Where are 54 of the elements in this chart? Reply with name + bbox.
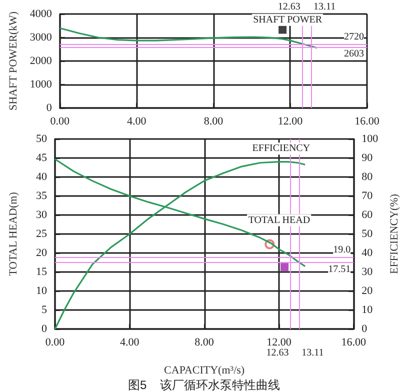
x-tick-label: 16.00 — [341, 336, 366, 348]
x-axis-title: CAPACITY(m³/s) — [164, 364, 245, 376]
y2-tick-label: 100 — [362, 133, 379, 145]
y-tick-label: 10 — [36, 285, 48, 297]
y-tick-label: 30 — [36, 209, 48, 221]
y-tick-label: 50 — [36, 133, 48, 145]
y-tick-label: 35 — [36, 190, 48, 202]
x-tick-label: 16.00 — [354, 116, 380, 128]
y2-tick-label: 30 — [362, 266, 374, 278]
y-tick-label: 25 — [36, 228, 48, 240]
y-tick-label: 45 — [36, 152, 48, 164]
y-axis-title: TOTAL HEAD(m) — [8, 192, 20, 276]
y-tick-label: 3000 — [30, 32, 52, 44]
ref-line-label: 12.63 — [266, 348, 289, 358]
y-tick-label: 15 — [36, 266, 48, 278]
y2-tick-label: 10 — [362, 304, 374, 316]
y-tick-label: 0 — [46, 102, 52, 114]
y-tick-label: 5 — [42, 304, 48, 316]
y2-tick-label: 50 — [362, 228, 374, 240]
y2-tick-label: 80 — [362, 171, 374, 183]
x-tick-label: 4.00 — [120, 336, 140, 348]
x-tick-label: 0.00 — [45, 336, 66, 348]
y-axis-title: SHAFT POWER(kW) — [8, 11, 20, 111]
ref-line-label: 13.11 — [314, 2, 336, 12]
y-tick-label: 40 — [36, 171, 48, 183]
series-label: SHAFT POWER — [253, 14, 322, 26]
x-tick-label: 8.00 — [204, 116, 224, 128]
y-tick-label: 0 — [42, 323, 48, 335]
series-label: TOTAL HEAD — [248, 214, 310, 226]
y-tick-label: 20 — [36, 247, 48, 259]
y-tick-label: 4000 — [30, 8, 52, 20]
y2-tick-label: 60 — [362, 209, 374, 221]
y2-tick-label: 90 — [362, 152, 374, 164]
x-tick-label: 12.00 — [278, 116, 304, 128]
ref-line-label: 2603 — [344, 48, 364, 60]
y-tick-label: 1000 — [30, 78, 52, 90]
ref-line-label: 2720 — [344, 32, 364, 43]
y2-tick-label: 20 — [362, 285, 374, 297]
y2-tick-label: 40 — [362, 247, 374, 259]
line-series — [59, 27, 318, 49]
y2-axis-title: EFFICIENCY(%) — [388, 194, 400, 274]
x-tick-label: 0.00 — [50, 116, 70, 128]
x-tick-label: 12.00 — [266, 336, 292, 348]
ref-line-label: 13.11 — [302, 348, 324, 358]
y2-tick-label: 0 — [362, 323, 368, 335]
x-tick-label: 8.00 — [194, 336, 214, 348]
ref-line-label: 19.0 — [333, 244, 351, 256]
x-tick-label: 4.00 — [127, 116, 147, 128]
series-label: EFFICIENCY — [252, 143, 310, 154]
ref-line-label: 17.51 — [328, 264, 351, 275]
y2-tick-label: 70 — [362, 190, 374, 202]
caption: 图5 该厂循环水泵特性曲线 — [128, 378, 280, 391]
ref-line-label: 12.63 — [278, 2, 300, 12]
y-tick-label: 2000 — [30, 55, 52, 67]
